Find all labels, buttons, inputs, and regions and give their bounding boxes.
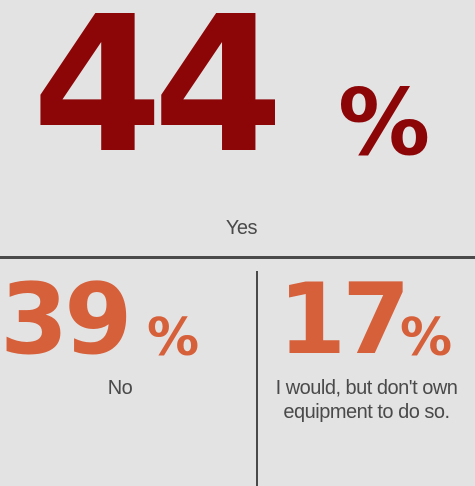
stat-no-unit: % — [147, 308, 200, 368]
stat-would-label: I would, but don't own equipment to do s… — [275, 377, 458, 423]
stat-no-value: 39 — [0, 263, 132, 377]
stat-would-value: 17 — [278, 263, 410, 377]
stat-yes-value: 44 — [32, 0, 284, 195]
stat-would-but-no-equipment: 17 % I would, but don't own equipment to… — [258, 271, 475, 486]
vertical-divider — [256, 271, 258, 486]
stat-yes: 44 % Yes — [32, 0, 431, 239]
stat-no: 39 % No — [0, 271, 256, 486]
stat-yes-label: Yes — [225, 217, 258, 239]
stat-yes-unit: % — [338, 69, 431, 176]
stat-would-unit: % — [400, 308, 453, 368]
stat-no-label: No — [107, 377, 133, 399]
horizontal-divider — [0, 256, 475, 259]
